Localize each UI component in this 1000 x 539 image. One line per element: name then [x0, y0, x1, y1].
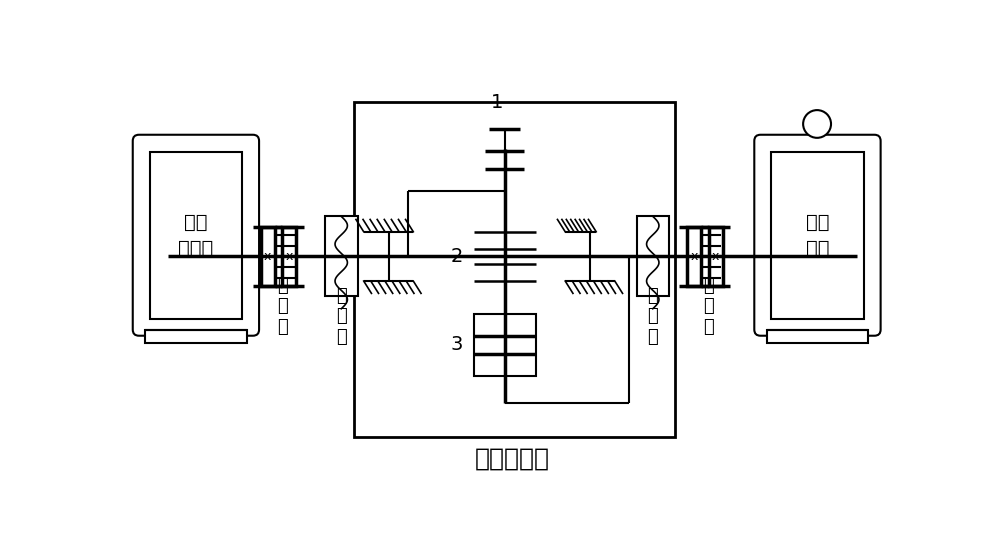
Text: 3: 3 — [451, 335, 463, 355]
Circle shape — [803, 110, 831, 138]
Text: 联
轴
器: 联 轴 器 — [277, 277, 288, 336]
Bar — [709, 227, 723, 286]
Bar — [325, 216, 358, 296]
Bar — [767, 329, 868, 343]
Text: 联
轴
器: 联 轴 器 — [703, 277, 714, 336]
Bar — [150, 151, 242, 319]
Bar — [637, 216, 669, 296]
Text: 编
码
器: 编 码 器 — [336, 287, 347, 346]
Text: x: x — [690, 250, 698, 263]
Text: x: x — [712, 250, 719, 263]
Bar — [474, 314, 536, 376]
Bar — [145, 329, 247, 343]
Bar — [282, 227, 296, 286]
Text: 1: 1 — [491, 93, 503, 112]
Text: 行星齿轮箱: 行星齿轮箱 — [475, 446, 550, 470]
Text: 驱动
电机: 驱动 电机 — [806, 212, 829, 258]
FancyBboxPatch shape — [754, 135, 881, 336]
Text: 编
码
器: 编 码 器 — [647, 287, 658, 346]
Bar — [354, 102, 675, 437]
Bar — [261, 227, 275, 286]
Text: 磁粉
制动器: 磁粉 制动器 — [178, 212, 214, 258]
Bar — [687, 227, 701, 286]
Text: x: x — [286, 250, 293, 263]
FancyBboxPatch shape — [133, 135, 259, 336]
Text: x: x — [264, 250, 271, 263]
Text: 2: 2 — [451, 247, 463, 266]
Bar — [771, 151, 864, 319]
